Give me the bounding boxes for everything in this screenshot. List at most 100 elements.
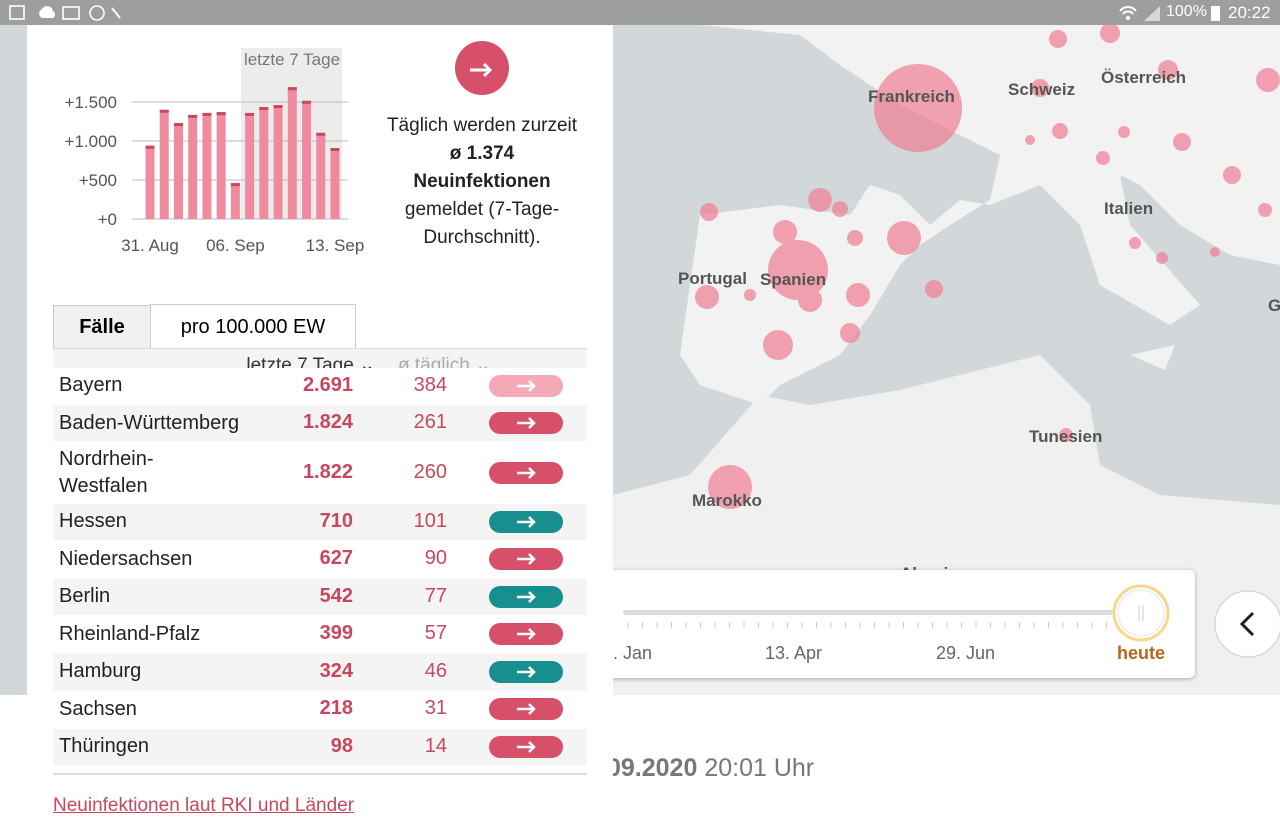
tab[interactable]: Fälle: [53, 305, 151, 349]
bar: [316, 132, 326, 219]
bar: [273, 105, 283, 219]
map-label: Schweiz: [1008, 80, 1075, 99]
table-row: Sachsen 218 31: [53, 691, 587, 727]
table-row: Nordrhein- Westfalen 1.822 260: [53, 443, 587, 502]
signal-icons: [1119, 6, 1160, 21]
bar: [202, 112, 212, 219]
arrow: [517, 553, 536, 566]
date: 09.2020: [607, 754, 698, 782]
table-header: letzte 7 Tage ⌄ ø täglich ⌄: [53, 348, 587, 384]
trend-pill: [489, 548, 563, 571]
summary-value: ø 1.374: [449, 143, 515, 164]
cases: 1.824: [302, 411, 353, 434]
timeline-label: 29. Jun: [936, 643, 995, 663]
arrow: [517, 740, 536, 753]
arrow: [517, 515, 536, 528]
case-bubbles: [695, 25, 1280, 509]
battery-text: 100%: [1166, 3, 1207, 20]
daily-average: 57: [424, 622, 447, 645]
table-row: Hessen 710 101: [53, 504, 587, 540]
timeline-slider[interactable]: 27. Jan 13. Apr 29. Jun heute: [578, 570, 1195, 678]
arrow: [517, 628, 536, 641]
table-row: Baden-Württemberg 1.824 261: [53, 405, 587, 441]
arrow: [517, 665, 536, 678]
bar: [245, 112, 255, 219]
region-name: Hessen: [59, 510, 127, 533]
cases: 324: [319, 659, 353, 682]
cases: 710: [319, 509, 353, 532]
map-label: G: [1268, 296, 1280, 315]
region-name: Bayern: [59, 374, 123, 397]
cases: 542: [319, 584, 353, 607]
arrow: [517, 590, 536, 603]
summary: Täglich werden zurzeit ø 1.374 Neuinfekt…: [367, 112, 597, 252]
region-name: Thüringen: [59, 735, 150, 758]
region-name: Nordrhein- Westfalen: [59, 447, 154, 497]
trend-pill: [489, 735, 563, 758]
trend-arrow: [517, 417, 536, 430]
bar-cap: [173, 123, 183, 127]
arrow: [517, 417, 536, 430]
map-label: Italien: [1104, 199, 1153, 218]
bar-cap: [316, 132, 326, 136]
y-tick-label: +500: [79, 171, 117, 190]
cases: 98: [330, 734, 353, 757]
timeline-label: 13. Apr: [765, 643, 822, 663]
cases: 218: [319, 697, 353, 720]
bar: [188, 114, 198, 219]
bar: [330, 148, 340, 219]
timeline-label: heute: [1117, 643, 1165, 663]
region-name: Niedersachsen: [59, 547, 193, 570]
region-name: Baden-Württemberg: [59, 411, 240, 434]
cases: 627: [319, 547, 353, 570]
time: 20:01 Uhr: [704, 754, 815, 782]
table-row: Niedersachsen 627 90: [53, 541, 587, 577]
cases: 1.822: [302, 460, 353, 483]
daily-average: 31: [424, 697, 447, 720]
panel: letzte 7 Tage +0 +500 +1.000 +1.500 31. Aug 06…: [27, 25, 613, 816]
map-label: Spanien: [760, 270, 826, 289]
summary-text: Täglich werden zurzeit: [386, 115, 578, 136]
trend-arrow: [517, 665, 536, 678]
map-label: Tunesien: [1029, 427, 1102, 446]
footer-date: 09.2020 20:01 Uhr: [607, 754, 814, 783]
daily-average: 90: [424, 547, 447, 570]
summary-text: gemeldet (7-Tage-Durchschnitt).: [404, 199, 560, 248]
trend-arrow: [517, 515, 536, 528]
annotation: letzte 7 Tage: [244, 50, 340, 69]
trend-pill: [489, 660, 563, 683]
table-end: [53, 773, 587, 775]
trend-arrow: [517, 553, 536, 566]
arrow: [517, 466, 536, 479]
cases: 399: [319, 622, 353, 645]
tab[interactable]: pro 100.000 EW: [150, 304, 356, 349]
land-europe: [613, 25, 1280, 405]
bar: [230, 183, 240, 219]
bar: [287, 87, 297, 220]
bar-cap: [302, 100, 312, 104]
trend-pill: [489, 374, 563, 397]
x-tick-label: 31. Aug: [121, 236, 179, 255]
region-name: Sachsen: [59, 697, 137, 720]
cases: 2.691: [302, 373, 353, 396]
trend-pill: [489, 461, 563, 484]
bar-cap: [273, 105, 283, 109]
trend-arrow: [517, 740, 536, 753]
sicily: [1130, 345, 1175, 370]
source-link[interactable]: Neuinfektionen laut RKI und Länder: [53, 795, 355, 816]
bar-cap: [230, 183, 240, 187]
clock: 20:22: [1228, 3, 1271, 22]
bar: [173, 123, 183, 219]
daily-average: 77: [424, 584, 447, 607]
arrow: [517, 703, 536, 716]
daily-average: 46: [424, 659, 447, 682]
chart: letzte 7 Tage +0 +500 +1.000 +1.500 31. Aug 06…: [65, 48, 364, 255]
trend-pill: [489, 510, 563, 533]
trend-pill: [489, 585, 563, 608]
battery-icon: [1211, 6, 1220, 21]
bar-cap: [287, 87, 297, 91]
y-tick-label: +1.000: [65, 132, 117, 151]
summary-label: Neuinfektionen: [413, 171, 551, 192]
back-button[interactable]: [1212, 588, 1280, 660]
trend-arrow: [517, 379, 536, 392]
